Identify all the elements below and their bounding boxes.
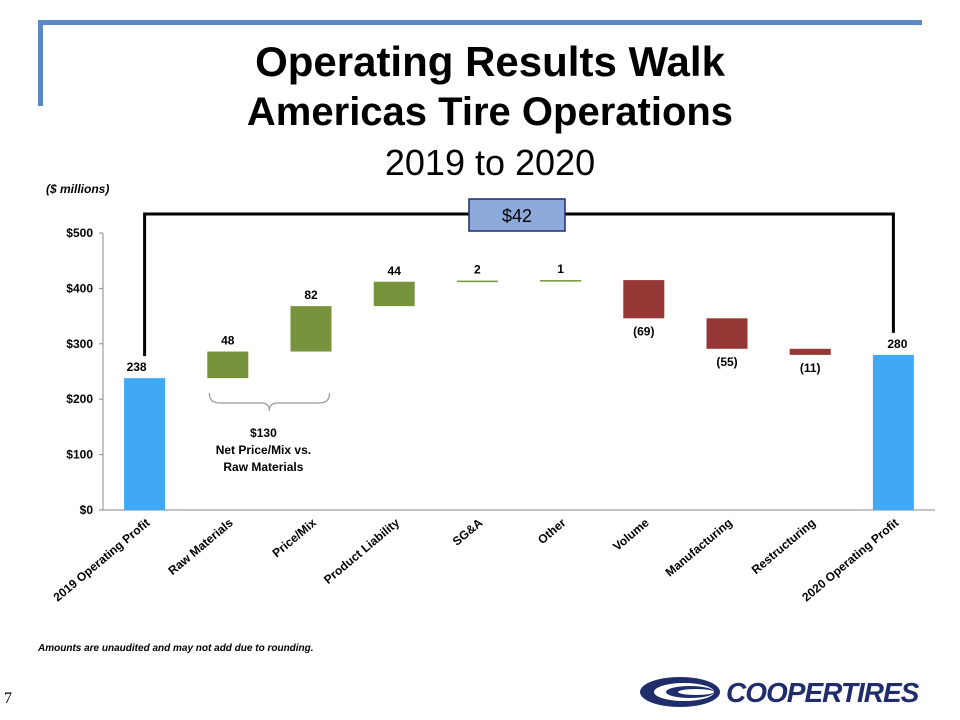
x-tick-label: Volume	[610, 515, 652, 553]
bar-price-mix	[290, 306, 332, 352]
y-tick-label: $200	[66, 392, 93, 406]
data-label: (11)	[800, 361, 821, 375]
bar-restructuring	[789, 348, 831, 355]
data-label: 280	[887, 337, 907, 351]
page-number: 7	[4, 690, 12, 707]
y-tick-label: $500	[66, 226, 93, 240]
title-line-1: Operating Results Walk	[255, 38, 725, 85]
bar-other	[540, 280, 582, 282]
brace-annotation	[208, 392, 331, 412]
bar-volume	[623, 280, 665, 319]
bar-product-liability	[373, 281, 415, 307]
bar-raw-materials	[207, 351, 249, 379]
logo-text: COOPERTIRES	[726, 677, 919, 708]
waterfall-chart: $0 $100 $200 $300 $400 $500 238 2019 Operating …	[51, 198, 935, 605]
bar-2019-operating-profit	[124, 378, 166, 510]
bar-2020-operating-profit	[872, 354, 914, 510]
data-label: 48	[221, 334, 235, 348]
bracket-line	[143, 212, 895, 357]
title-line-2: Americas Tire Operations	[246, 90, 734, 134]
y-tick-label: $0	[80, 503, 94, 517]
x-tick-label: Restructuring	[749, 516, 818, 577]
bar-manufacturing	[706, 318, 748, 349]
x-tick-label: Raw Materials	[165, 515, 236, 577]
data-label: 82	[304, 288, 318, 302]
title-line-3: 2019 to 2020	[384, 142, 596, 183]
cooper-swoosh-icon	[640, 677, 720, 707]
bracket-total-box	[468, 198, 566, 232]
footnote: Amounts are unaudited and may not add du…	[38, 643, 314, 654]
bar-sg-a	[456, 280, 498, 283]
units-label: ($ millions)	[46, 182, 110, 196]
header-rule-left	[38, 20, 43, 106]
data-label: 238	[127, 360, 147, 374]
data-label: (55)	[716, 355, 737, 369]
x-tick-label: SG&A	[450, 515, 486, 548]
annotation-line-1: $130	[250, 426, 277, 440]
y-tick-label: $100	[66, 448, 93, 462]
bracket-total-label: $42	[502, 206, 532, 226]
y-tick-label: $400	[66, 281, 93, 295]
annotation-line-3: Raw Materials	[223, 460, 303, 474]
data-label: 44	[388, 264, 402, 278]
header-rule-top	[38, 20, 922, 25]
y-tick-label: $300	[66, 337, 93, 351]
x-tick-label: Other	[535, 515, 569, 547]
data-label: (69)	[633, 324, 654, 338]
data-label: 2	[474, 263, 481, 277]
x-tick-label: Manufacturing	[663, 516, 735, 580]
x-tick-label: Price/Mix	[270, 515, 320, 560]
x-tick-label: 2019 Operating Profit	[51, 516, 153, 605]
cooper-tires-logo: COOPERTIRES	[638, 673, 944, 711]
annotation-line-2: Net Price/Mix vs.	[216, 443, 311, 457]
data-label: 1	[557, 262, 564, 276]
x-tick-label: Product Liability	[321, 515, 402, 586]
